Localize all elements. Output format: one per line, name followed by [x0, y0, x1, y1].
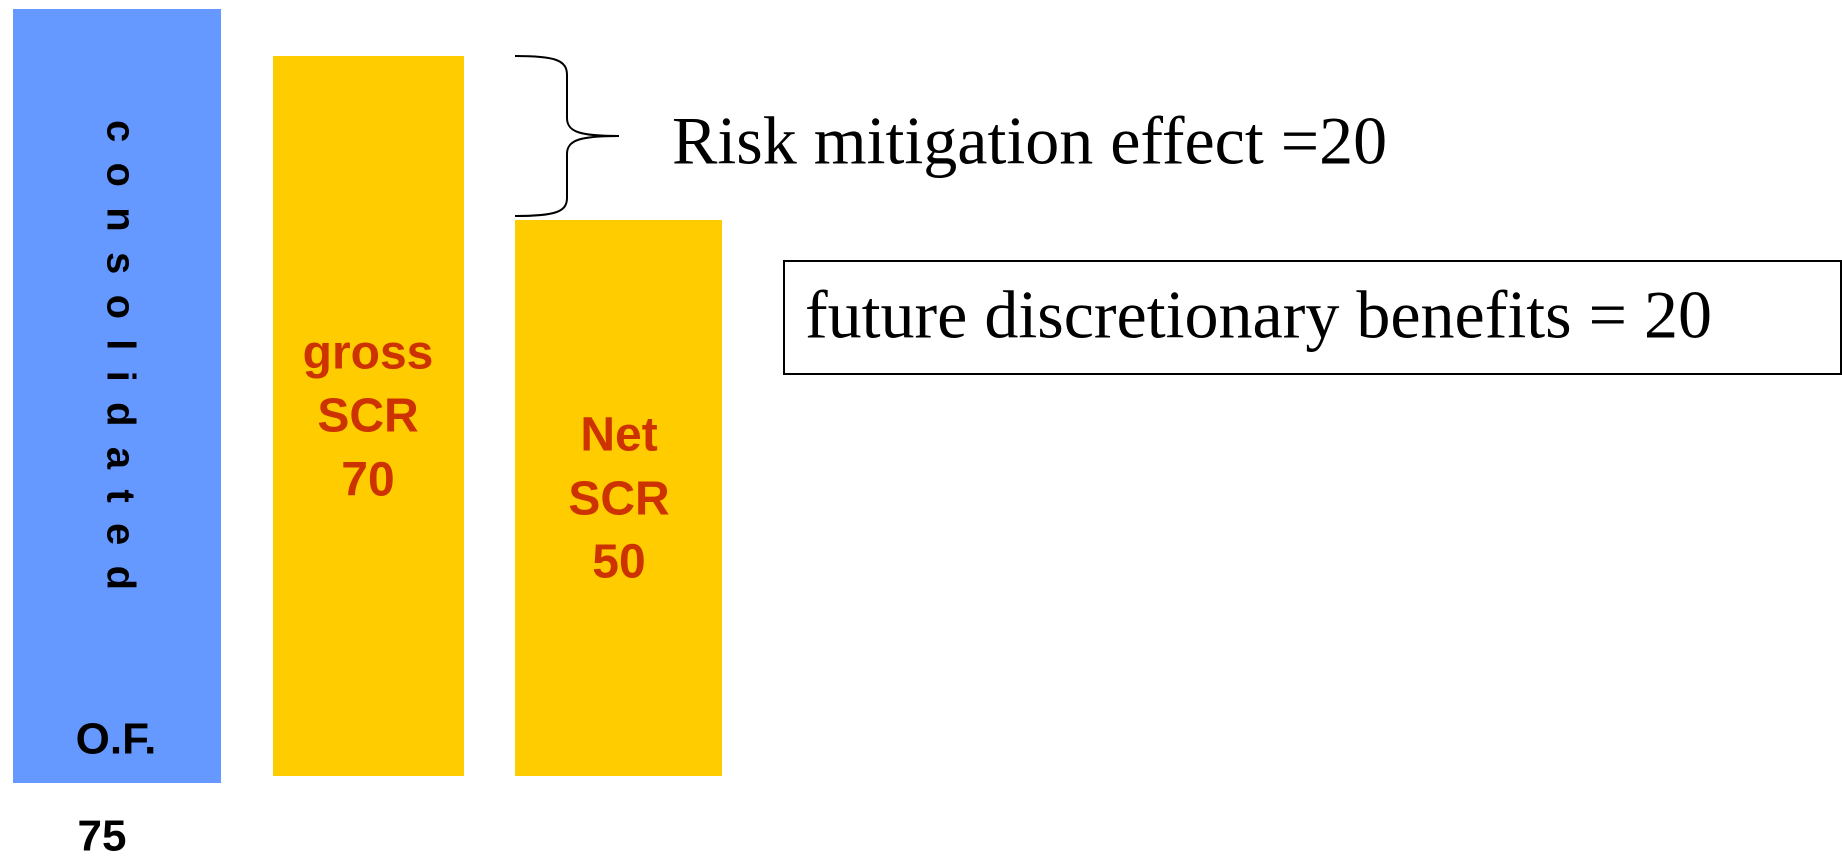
of-label: O.F.	[76, 715, 157, 764]
net-line: SCR	[568, 473, 669, 526]
benefits-box	[783, 260, 1842, 375]
gross-line: 70	[341, 454, 394, 507]
consolidated-bar	[13, 9, 221, 783]
net-line: 50	[592, 536, 645, 589]
of-value: 75	[78, 812, 127, 857]
gross-line: gross	[303, 327, 434, 380]
net-bar	[515, 220, 722, 776]
net-line: Net	[580, 409, 657, 462]
gross-bar	[273, 56, 464, 776]
gross-line: SCR	[317, 390, 418, 443]
risk-mitigation-annotation: Risk mitigation effect =20	[672, 103, 1387, 179]
future-benefits-annotation: future discretionary benefits = 20	[805, 277, 1712, 353]
brace	[514, 55, 620, 217]
